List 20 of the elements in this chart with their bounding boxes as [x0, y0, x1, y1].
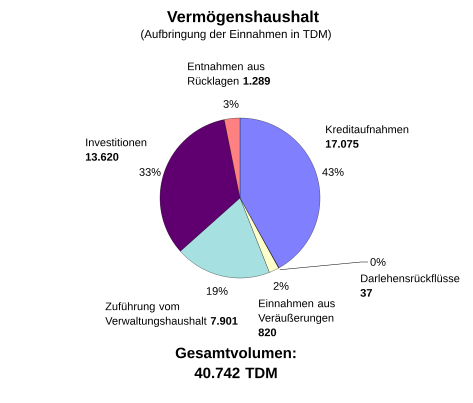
slice-label: Kreditaufnahmen	[326, 125, 408, 134]
text: 43%	[322, 168, 344, 176]
data-label: 7.901	[210, 316, 238, 325]
data-label: 13.620	[86, 152, 118, 161]
text: 2%	[274, 282, 289, 290]
slice-label: Darlehensrückflüsse	[361, 274, 460, 282]
data-label: 1.289	[244, 76, 270, 85]
data-label: 820	[258, 328, 276, 336]
chart-subtitle: (Aufbringung der Einnahmen in TDM)	[141, 30, 331, 40]
text: 3%	[223, 100, 239, 108]
data-label: 37	[360, 288, 372, 297]
text: Gesamtvolumen: 40.742 TDM	[176, 347, 296, 378]
slice-label: Einnahmen aus Veräußerungen	[258, 299, 335, 324]
chart-title: Vermögenshaushalt	[167, 10, 319, 26]
slice-label: Zuführung vom Verwaltungshaushalt	[105, 302, 207, 327]
text: 19%	[206, 287, 228, 295]
text: 33%	[139, 168, 161, 176]
data-label: 17.075	[326, 140, 359, 148]
slice-label: Investitionen	[86, 138, 146, 146]
text: 0%	[370, 258, 386, 266]
